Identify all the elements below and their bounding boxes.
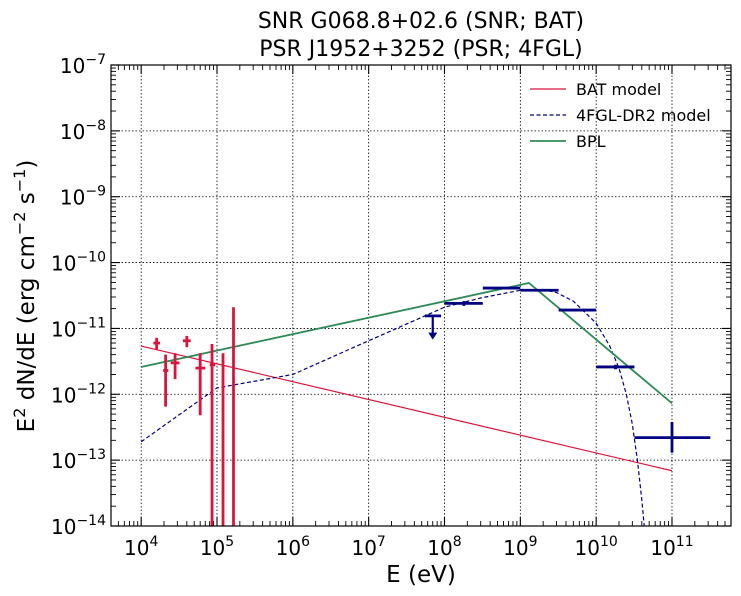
y-tick-label: 10−11 [51,315,106,341]
legend-label: 4FGL-DR2 model [576,106,711,125]
legend-label: BPL [576,132,606,151]
y-tick-label: 10−7 [60,52,106,78]
4fgl-data-point [482,286,521,290]
x-tick-labels: 104 105 106 107 108 109 1010 1011 [124,534,694,560]
bat-data-point [170,353,180,380]
x-tick-label: 1011 [650,534,693,560]
4fgl-data-point [634,421,711,453]
bat-data-point [232,307,235,526]
y-tick-labels: 10−14 10−13 10−12 10−11 10−10 10−9 10−8 10−7 [51,52,106,539]
y-tick-label: 10−9 [60,184,106,210]
x-tick-label: 104 [124,534,158,560]
bat-data-point [153,337,160,350]
y-tick-label: 10−13 [51,447,106,473]
x-tick-label: 109 [503,534,537,560]
bat-data-point [163,354,169,407]
bat-model-line [141,345,673,472]
y-tick-label: 10−12 [51,381,106,407]
upper-limit-point [424,314,442,340]
y-tick-label: 10−14 [51,513,106,539]
legend: BAT model 4FGL-DR2 model BPL [530,80,711,151]
plot-frame [110,64,732,527]
x-tick-label: 106 [276,534,310,560]
minor-ticks [110,65,732,526]
x-tick-label: 1010 [575,534,618,560]
y-axis-label: E2 dN/dE (erg cm−2 s−1) [10,160,40,433]
bat-data-point [182,335,191,348]
chart-title-line-2: PSR J1952+3252 (PSR; 4FGL) [259,37,582,62]
4fgl-data-point [520,288,559,292]
y-tick-label: 10−10 [51,250,106,276]
bat-data-point [221,353,225,526]
chart-title-line-1: SNR G068.8+02.6 (SNR; BAT) [258,9,584,34]
x-tick-label: 107 [351,534,385,560]
x-tick-label: 105 [200,534,234,560]
series-points [153,286,711,526]
bpl-line [140,281,673,404]
y-tick-label: 10−8 [60,118,106,144]
x-tick-label: 108 [427,534,461,560]
upper-limit-arrowhead [428,332,438,340]
grid-lines [111,65,731,526]
bat-data-point [209,344,216,526]
major-ticks [111,64,731,527]
4fgl-data-point [596,364,635,370]
series-lines [140,281,673,526]
4fgl-data-point [558,308,597,312]
x-axis-label: E (eV) [386,562,456,588]
4fgl-data-point [444,301,483,306]
bat-data-point [195,353,206,416]
legend-label: BAT model [576,80,661,99]
